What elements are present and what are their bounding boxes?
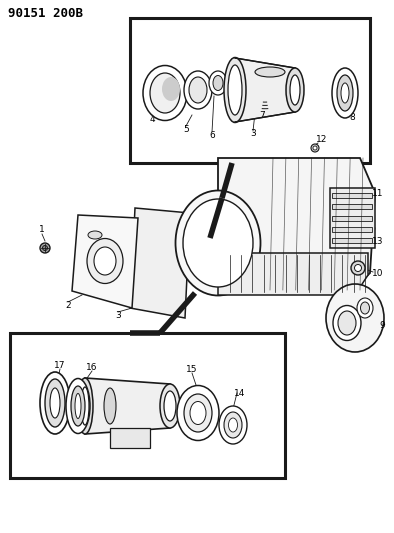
Circle shape bbox=[313, 146, 317, 150]
Ellipse shape bbox=[184, 71, 212, 109]
Ellipse shape bbox=[228, 65, 242, 115]
Bar bbox=[332, 215, 372, 221]
Ellipse shape bbox=[290, 75, 300, 105]
Text: 7: 7 bbox=[259, 110, 265, 119]
Ellipse shape bbox=[50, 388, 60, 418]
Ellipse shape bbox=[150, 73, 180, 113]
Text: 16: 16 bbox=[86, 364, 98, 373]
Text: 14: 14 bbox=[234, 389, 246, 398]
Ellipse shape bbox=[326, 284, 384, 352]
Ellipse shape bbox=[66, 378, 90, 433]
Bar bbox=[332, 204, 372, 209]
Ellipse shape bbox=[213, 76, 223, 91]
Ellipse shape bbox=[183, 199, 253, 287]
Bar bbox=[332, 193, 372, 198]
Text: 13: 13 bbox=[372, 237, 384, 246]
Text: 12: 12 bbox=[316, 135, 328, 144]
Text: 10: 10 bbox=[372, 270, 384, 279]
Circle shape bbox=[355, 264, 362, 271]
Ellipse shape bbox=[229, 418, 238, 432]
Ellipse shape bbox=[224, 412, 242, 438]
Text: 8: 8 bbox=[349, 114, 355, 123]
Text: 5: 5 bbox=[183, 125, 189, 133]
Ellipse shape bbox=[333, 305, 361, 341]
Ellipse shape bbox=[40, 372, 70, 434]
Ellipse shape bbox=[175, 190, 260, 295]
Circle shape bbox=[311, 144, 319, 152]
Ellipse shape bbox=[184, 394, 212, 432]
Ellipse shape bbox=[224, 58, 246, 123]
Ellipse shape bbox=[189, 77, 207, 103]
Ellipse shape bbox=[337, 75, 353, 111]
Bar bbox=[110, 428, 150, 448]
Polygon shape bbox=[130, 208, 190, 318]
Text: 2: 2 bbox=[65, 301, 71, 310]
Text: 3: 3 bbox=[250, 130, 256, 139]
Ellipse shape bbox=[88, 231, 102, 239]
Ellipse shape bbox=[45, 379, 65, 427]
Polygon shape bbox=[235, 58, 295, 122]
Text: 9: 9 bbox=[379, 320, 385, 329]
Text: 1: 1 bbox=[39, 225, 45, 235]
Bar bbox=[332, 227, 372, 232]
Circle shape bbox=[40, 243, 50, 253]
Ellipse shape bbox=[255, 67, 285, 77]
Ellipse shape bbox=[160, 384, 180, 428]
Ellipse shape bbox=[71, 386, 85, 426]
Ellipse shape bbox=[219, 406, 247, 444]
Text: 17: 17 bbox=[54, 361, 66, 370]
Bar bbox=[130, 18, 370, 163]
Text: 15: 15 bbox=[186, 366, 198, 375]
Bar bbox=[332, 238, 372, 243]
Bar bbox=[10, 333, 285, 478]
Ellipse shape bbox=[338, 311, 356, 335]
Ellipse shape bbox=[81, 387, 89, 425]
Ellipse shape bbox=[341, 83, 349, 103]
Polygon shape bbox=[330, 188, 375, 248]
Ellipse shape bbox=[75, 393, 81, 418]
Ellipse shape bbox=[190, 401, 206, 424]
Ellipse shape bbox=[361, 302, 370, 314]
Ellipse shape bbox=[286, 68, 304, 112]
Polygon shape bbox=[218, 158, 375, 293]
Ellipse shape bbox=[357, 298, 373, 318]
Text: 3: 3 bbox=[115, 311, 121, 319]
Ellipse shape bbox=[87, 238, 123, 284]
Ellipse shape bbox=[164, 391, 176, 421]
Text: 11: 11 bbox=[372, 189, 384, 198]
Ellipse shape bbox=[177, 385, 219, 440]
Text: 4: 4 bbox=[149, 115, 155, 124]
Ellipse shape bbox=[143, 66, 187, 120]
Ellipse shape bbox=[162, 77, 180, 101]
Polygon shape bbox=[218, 253, 368, 295]
Text: 90151 200B: 90151 200B bbox=[8, 7, 83, 20]
Circle shape bbox=[43, 246, 48, 251]
Ellipse shape bbox=[332, 68, 358, 118]
Ellipse shape bbox=[94, 247, 116, 275]
Ellipse shape bbox=[209, 71, 227, 95]
Polygon shape bbox=[72, 215, 138, 308]
Circle shape bbox=[351, 261, 365, 275]
Polygon shape bbox=[85, 378, 170, 434]
Text: 6: 6 bbox=[209, 131, 215, 140]
Ellipse shape bbox=[77, 378, 93, 434]
Ellipse shape bbox=[104, 388, 116, 424]
